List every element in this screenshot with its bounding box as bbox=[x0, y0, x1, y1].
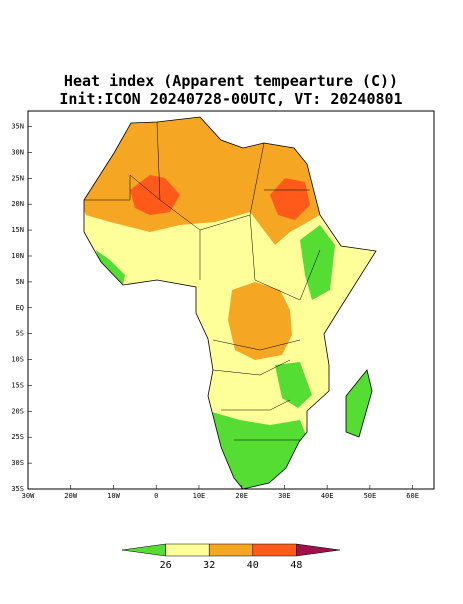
lat-tick-label: 25S bbox=[11, 433, 24, 441]
lat-tick-label: EQ bbox=[16, 304, 24, 312]
heat-field bbox=[84, 117, 376, 489]
lon-tick-label: 10E bbox=[193, 492, 206, 500]
lat-tick-label: 5N bbox=[16, 278, 24, 286]
lat-tick-label: 30S bbox=[11, 459, 24, 467]
madagascar bbox=[345, 369, 373, 438]
lat-tick-label: 10N bbox=[11, 252, 24, 260]
lat-tick-label: 15S bbox=[11, 381, 24, 389]
lon-tick-label: 10W bbox=[107, 492, 120, 500]
lat-tick-label: 20N bbox=[11, 200, 24, 208]
lat-tick-label: 35S bbox=[11, 485, 24, 493]
colorbar: 26 32 40 48 bbox=[121, 543, 341, 571]
title: Heat index (Apparent tempearture (C)) bbox=[64, 72, 398, 90]
lon-tick-label: 30E bbox=[278, 492, 291, 500]
borders bbox=[84, 121, 321, 441]
land bbox=[83, 116, 377, 490]
lat-tick-label: 25N bbox=[11, 174, 24, 182]
green-west bbox=[96, 250, 125, 285]
colorbar-swatch bbox=[165, 543, 210, 557]
subtitle: Init:ICON 20240728-00UTC, VT: 20240801 bbox=[59, 90, 402, 108]
lat-tick-label: 10S bbox=[11, 356, 24, 364]
green-east bbox=[300, 225, 335, 300]
colorbar-swatch bbox=[296, 543, 341, 557]
colorbar-swatch bbox=[121, 543, 166, 557]
lat-tick-label: 15N bbox=[11, 226, 24, 234]
lon-tick-label: 30W bbox=[22, 492, 35, 500]
colorbar-swatch bbox=[252, 543, 297, 557]
colorbar-swatch bbox=[208, 543, 254, 557]
hot-east bbox=[270, 178, 310, 220]
lat-tick-label: 20S bbox=[11, 407, 24, 415]
lon-tick-label: 20W bbox=[64, 492, 77, 500]
map-frame bbox=[27, 110, 435, 490]
green-central-south bbox=[275, 362, 312, 408]
colorbar-label: 40 bbox=[247, 560, 259, 571]
lon-tick-label: 0 bbox=[154, 492, 158, 500]
colorbar-label: 32 bbox=[203, 560, 215, 571]
orange-central bbox=[228, 282, 292, 360]
lon-tick-label: 20E bbox=[235, 492, 248, 500]
coastline bbox=[83, 116, 377, 490]
hot-west bbox=[130, 175, 180, 215]
colorbar-label: 26 bbox=[160, 560, 172, 571]
lon-tick-label: 60E bbox=[406, 492, 419, 500]
lat-tick-label: 35N bbox=[11, 123, 24, 131]
lat-tick-label: 30N bbox=[11, 148, 24, 156]
lat-tick-label: 5S bbox=[16, 330, 24, 338]
lon-tick-label: 40E bbox=[321, 492, 334, 500]
colorbar-label: 48 bbox=[290, 560, 302, 571]
lon-tick-label: 50E bbox=[364, 492, 377, 500]
